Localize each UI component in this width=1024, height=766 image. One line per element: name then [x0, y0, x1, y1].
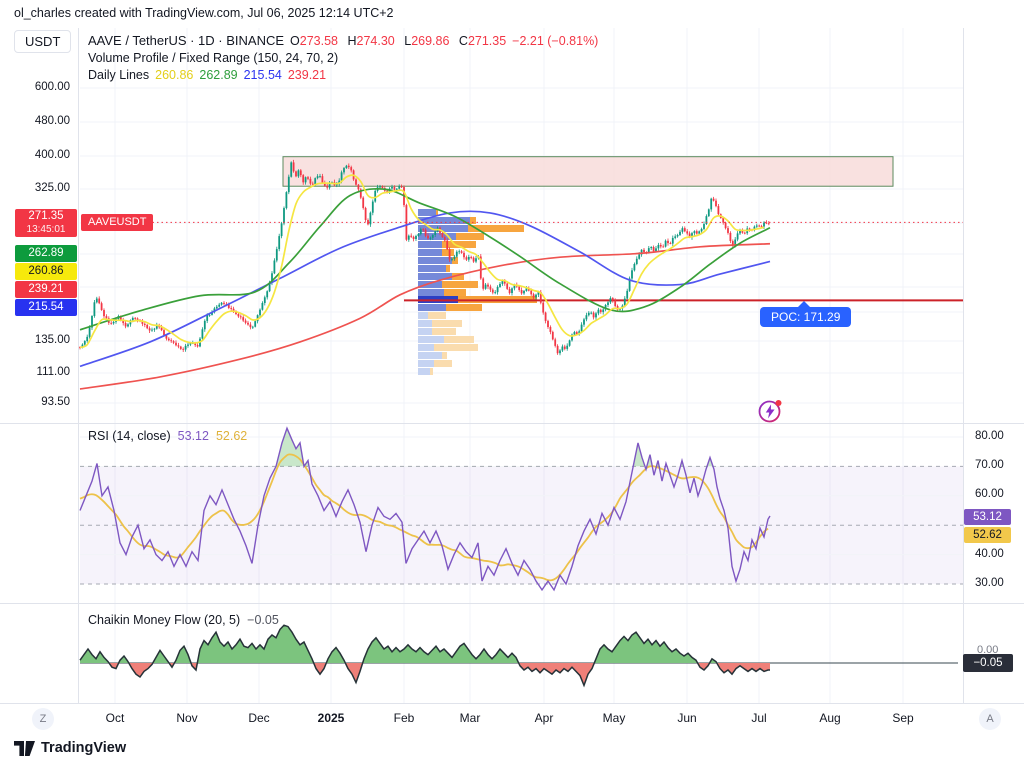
daily-lines-label: Daily Lines: [88, 68, 150, 82]
cmf-pane: [79, 624, 958, 688]
low-value: 269.86: [411, 34, 450, 48]
daily-line-value-3: 239.21: [287, 68, 327, 82]
time-axis-label-2025: 2025: [317, 711, 345, 725]
time-axis-label-apr: Apr: [534, 711, 554, 725]
change-value: −2.21 (−0.81%): [512, 34, 599, 48]
price-line-badge: 262.89: [15, 245, 77, 262]
rsi-pane-title[interactable]: RSI (14, close) 53.12 52.62: [88, 429, 247, 443]
rsi-value: 53.12: [177, 429, 209, 443]
quick-action-flash-icon[interactable]: [757, 398, 783, 424]
time-axis-label-oct: Oct: [105, 711, 125, 725]
timezone-button[interactable]: Z: [32, 708, 54, 730]
rsi-value-badge: 53.12: [964, 509, 1011, 525]
price-line-badge: 239.21: [15, 281, 77, 298]
legend-volume-profile-row[interactable]: Volume Profile / Fixed Range (150, 24, 7…: [88, 50, 598, 66]
daily-line-value-1: 262.89: [199, 68, 238, 82]
moving-averages: [79, 174, 771, 390]
tradingview-logo-text: TradingView: [41, 740, 127, 756]
symbol-price-tag: AAVEUSDT: [81, 214, 154, 231]
high-value: 274.30: [356, 34, 395, 48]
daily-line-value-0: 260.86: [155, 68, 194, 82]
close-value: 271.35: [467, 34, 507, 48]
cmf-zero-axis-label: 0.00: [977, 644, 999, 656]
ma-red: [79, 242, 771, 390]
credit-line: ol_charles created with TradingView.com,…: [14, 6, 394, 20]
poc-tooltip: POC: 171.29: [760, 301, 852, 327]
rsi-title: RSI (14, close): [88, 429, 171, 443]
price-axis-label: 93.50: [41, 396, 70, 408]
time-axis-label-jul: Jul: [751, 711, 767, 725]
rsi-axis-label: 30.00: [975, 577, 1004, 589]
current-price-value: 271.35: [28, 210, 64, 222]
flash-icon: [758, 400, 782, 423]
volume-profile: [418, 209, 537, 375]
price-line-badge: 215.54: [15, 299, 77, 316]
supply-zone[interactable]: [282, 156, 894, 187]
price-axis-label: 600.00: [34, 81, 70, 93]
low-label: L: [404, 34, 412, 48]
auto-scale-button[interactable]: A: [979, 708, 1001, 730]
tradingview-logo[interactable]: TradingView: [14, 740, 126, 756]
price-axis-label: 400.00: [34, 149, 70, 161]
cmf-line: [79, 624, 770, 688]
cmf-title: Chaikin Money Flow (20, 5): [88, 613, 241, 627]
price-axis-label: 135.00: [34, 334, 70, 346]
volume-profile-label: Volume Profile / Fixed Range (150, 24, 7…: [88, 51, 339, 65]
price-axis-label: 111.00: [36, 366, 70, 378]
price-axis-label: 325.00: [34, 182, 70, 194]
time-axis-label-jun: Jun: [677, 711, 697, 725]
rsi-axis-label: 60.00: [975, 488, 1004, 500]
time-axis-label-mar: Mar: [459, 711, 481, 725]
high-label: H: [347, 34, 357, 48]
pane-borders: [0, 28, 1024, 704]
cmf-value: −0.05: [247, 613, 279, 627]
open-value: 273.58: [299, 34, 338, 48]
time-axis-label-sep: Sep: [892, 711, 914, 725]
rsi-value-badge: 52.62: [964, 527, 1011, 543]
ohlc-values: O273.58 H274.30 L269.86 C271.35: [290, 33, 506, 49]
rsi-axis-label: 40.00: [975, 548, 1004, 560]
legend-symbol-row[interactable]: AAVE / TetherUS · 1D · BINANCE O273.58 H…: [88, 33, 598, 49]
cmf-value-badge: −0.05: [963, 654, 1013, 672]
time-axis-label-may: May: [602, 711, 626, 725]
time-axis-label-dec: Dec: [248, 711, 270, 725]
rsi-ma-line: [79, 453, 769, 582]
time-axis-label-feb: Feb: [393, 711, 415, 725]
cmf-pane-title[interactable]: Chaikin Money Flow (20, 5) −0.05: [88, 613, 279, 627]
daily-line-value-2: 215.54: [243, 68, 282, 82]
tradingview-logo-icon: [14, 740, 35, 756]
price-line-badge: 260.86: [15, 263, 77, 280]
current-price-badge: 271.35 13:45:01: [15, 209, 77, 237]
ma-yellow: [79, 174, 765, 349]
grid: [80, 28, 963, 703]
rsi-axis-label: 80.00: [975, 430, 1004, 442]
rsi-axis-label: 70.00: [975, 459, 1004, 471]
legend-daily-lines-row[interactable]: Daily Lines 260.86 262.89 215.54 239.21: [88, 67, 598, 83]
open-label: O: [290, 34, 300, 48]
rsi-line: [79, 426, 771, 592]
close-label: C: [458, 34, 468, 48]
ma-blue: [79, 210, 771, 368]
symbol-title[interactable]: AAVE / TetherUS · 1D · BINANCE: [88, 33, 285, 48]
price-axis-label: 480.00: [34, 115, 70, 127]
bar-countdown: 13:45:01: [26, 224, 66, 235]
ma-green: [79, 187, 771, 331]
currency-toggle-button[interactable]: USDT: [14, 30, 72, 53]
rsi-pane: [79, 426, 963, 592]
time-axis-label-nov: Nov: [176, 711, 198, 725]
chart-legend: AAVE / TetherUS · 1D · BINANCE O273.58 H…: [88, 33, 598, 84]
rsi-ma-value: 52.62: [215, 429, 248, 443]
time-axis-label-aug: Aug: [819, 711, 841, 725]
